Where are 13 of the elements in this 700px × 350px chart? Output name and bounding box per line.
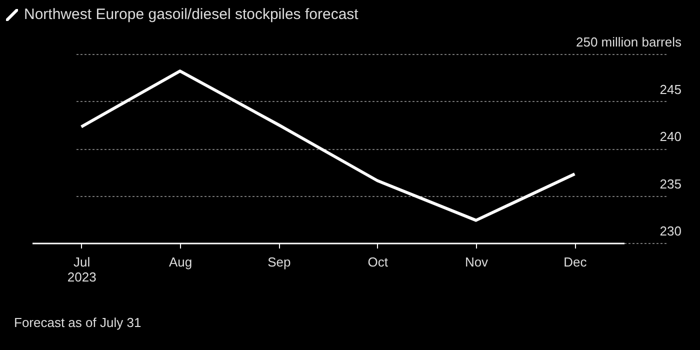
x-tick-label: Aug (168, 254, 192, 270)
y-tick-label: 245 (660, 82, 682, 97)
chart-title: Northwest Europe gasoil/diesel stockpiles forecast (24, 6, 358, 23)
y-tick-label: 240 (660, 129, 682, 144)
y-tick-label: 235 (660, 176, 682, 192)
x-tick-label: Sep (268, 254, 291, 270)
y-tick-label: 250 million barrels (576, 34, 682, 50)
y-tick-label: 230 (660, 224, 682, 238)
text: Forecast as of July 31 (14, 314, 142, 331)
x-tick-label: Jul 2023 (67, 254, 96, 284)
x-tick-label: Nov (464, 254, 489, 270)
x-tick-label: Dec (564, 254, 588, 270)
x-tick-label: Oct (368, 254, 388, 270)
